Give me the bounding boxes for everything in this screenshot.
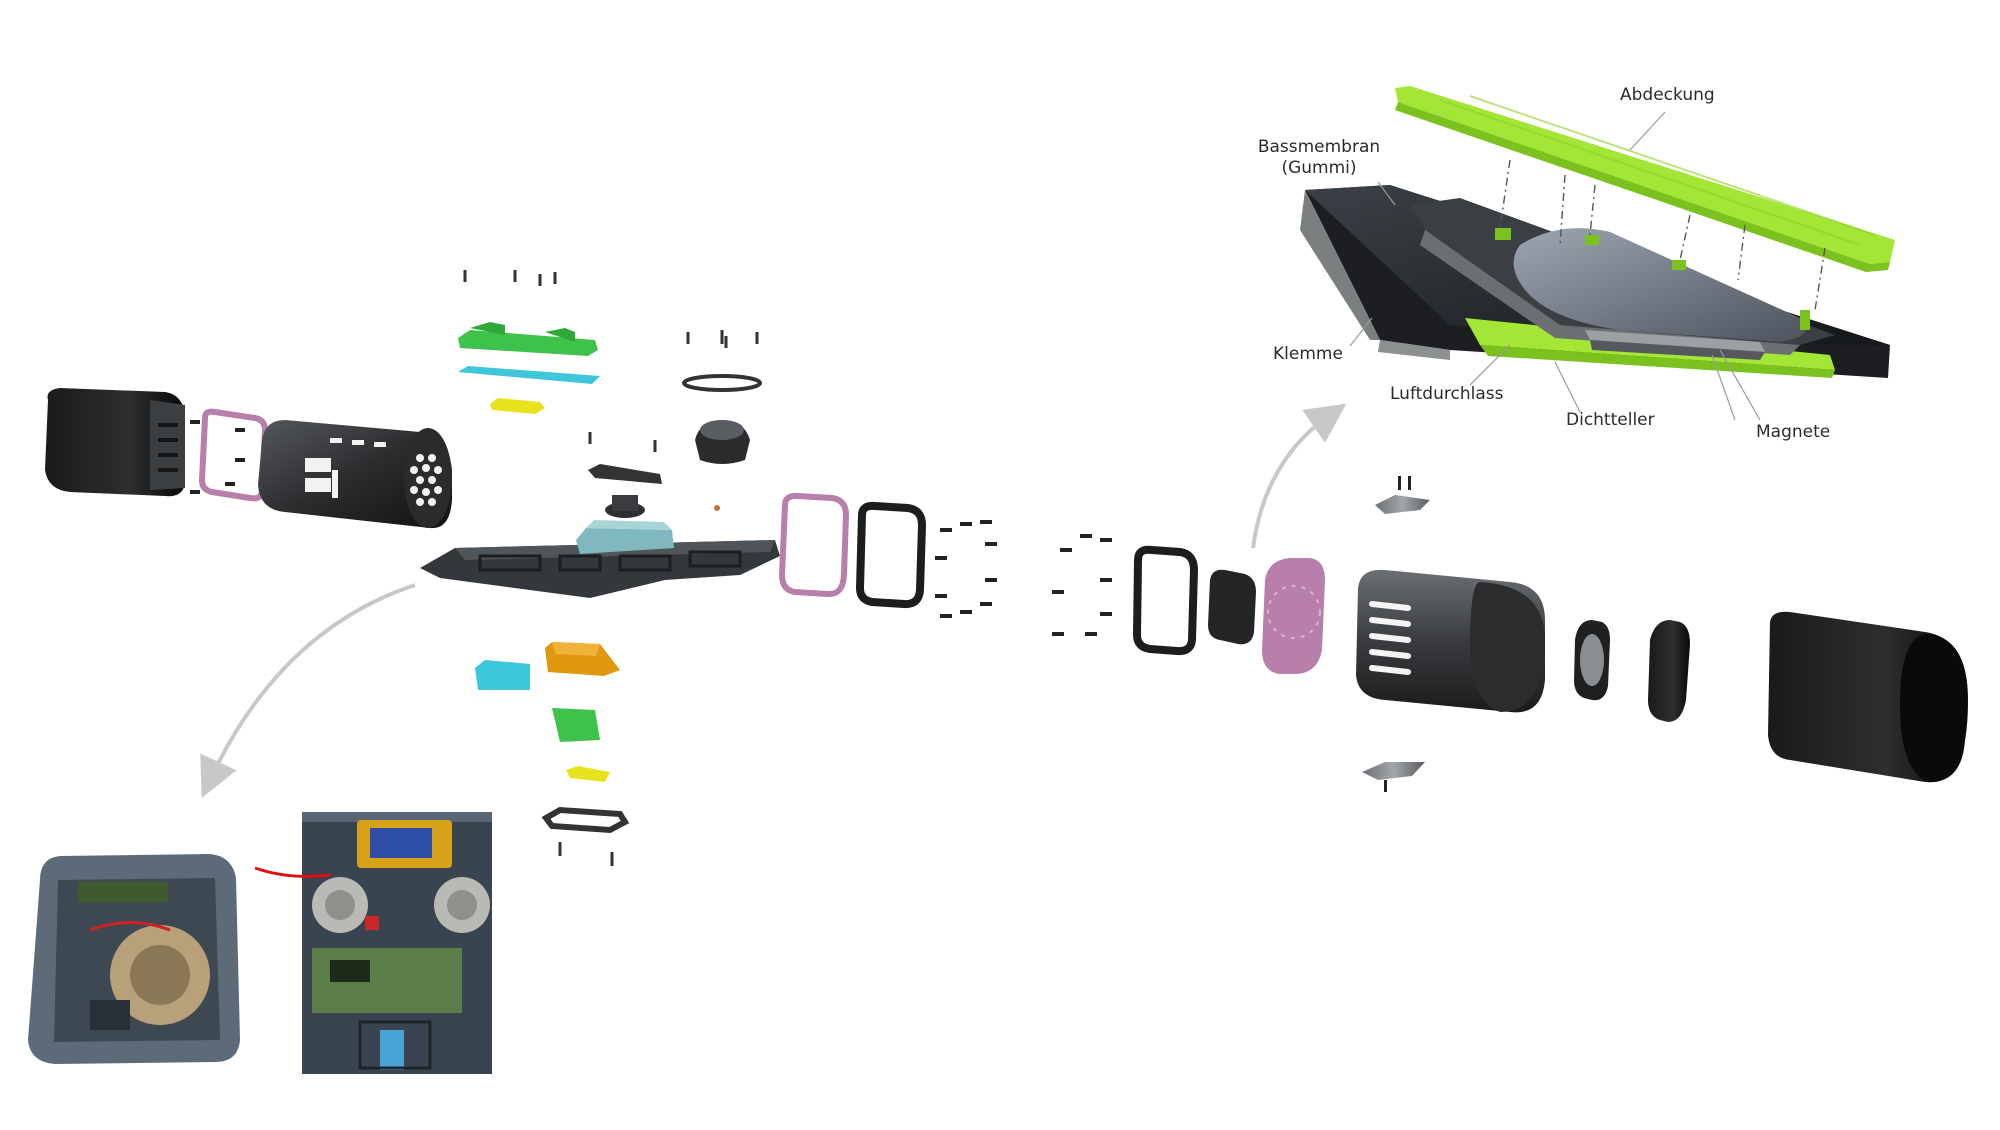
screw-column-b (1052, 534, 1112, 636)
arrow-to-detail (1251, 403, 1347, 549)
black-gasket-2 (1132, 545, 1199, 656)
small-connector (714, 505, 720, 511)
black-oval-plate (1648, 620, 1690, 722)
screw-pair-bottom (558, 842, 614, 866)
photo-chassis-assembled (254, 812, 492, 1074)
green-mount-bottom (552, 708, 600, 742)
screw-column-a (935, 520, 997, 618)
black-membrane-plate (1208, 569, 1256, 645)
vent-slots (1369, 601, 1411, 675)
small-black-bracket (588, 464, 662, 484)
black-gasket-1 (855, 501, 927, 609)
yellow-part-bottom (566, 766, 610, 782)
label-bassmembran-line1: Bassmembran (1257, 137, 1381, 157)
right-end-cap (1768, 611, 1968, 783)
black-bracket-bottom (541, 806, 630, 834)
left-end-cap (45, 388, 185, 497)
clip-bottom (1362, 762, 1425, 792)
pink-gasket-main (778, 492, 850, 598)
clip-top (1375, 476, 1430, 514)
screw-pair (588, 432, 657, 452)
right-housing (1356, 569, 1545, 713)
main-housing (258, 420, 452, 529)
label-luftdurchlass: Luftdurchlass (1390, 384, 1504, 404)
screw-row-top (463, 270, 557, 286)
cyan-bracket (475, 660, 530, 690)
screw-row-mid (686, 330, 759, 348)
green-mount-top (458, 322, 598, 356)
label-bassmembran-line2: (Gummi) (1281, 158, 1357, 178)
yellow-part-top (490, 398, 545, 414)
detail-passive-radiator (1300, 86, 1895, 421)
label-magnete: Magnete (1756, 422, 1831, 442)
leader-lines (1349, 111, 1761, 421)
screw-group-left (190, 420, 245, 494)
cyan-plate (458, 366, 600, 384)
label-dichtteller: Dichtteller (1566, 410, 1655, 430)
arrow-to-photos (200, 583, 416, 799)
pink-membrane (1262, 558, 1325, 674)
alignment-lines (1499, 159, 1826, 311)
chassis-base (420, 495, 780, 598)
label-bassmembran: Bassmembran (Gummi) (1248, 137, 1390, 179)
label-abdeckung: Abdeckung (1620, 85, 1715, 105)
speaker-driver (695, 420, 750, 464)
label-klemme: Klemme (1273, 344, 1343, 364)
orange-cover (545, 642, 620, 676)
tweeter-ring (1574, 620, 1610, 701)
speaker-mount-ring (682, 374, 762, 392)
speaker-grill-holes (410, 454, 442, 506)
photo-speaker-interior (28, 854, 240, 1064)
